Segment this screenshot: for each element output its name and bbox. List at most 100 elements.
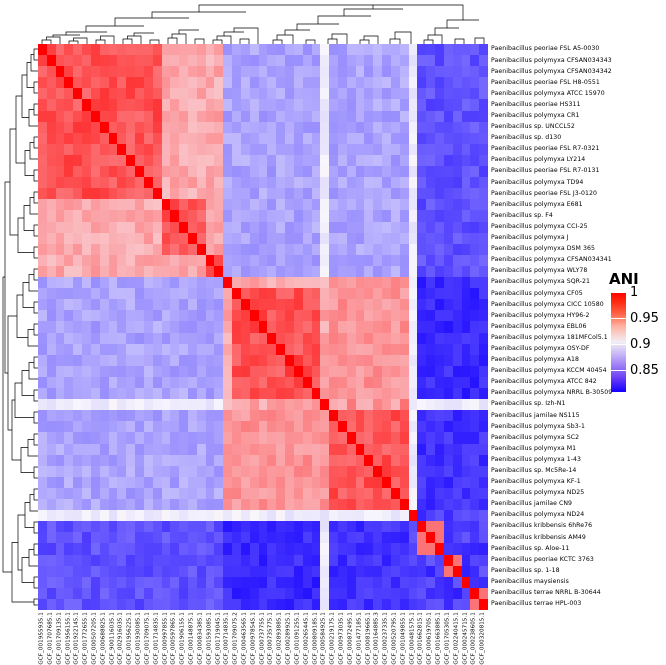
heatmap-cell [408,132,418,144]
heatmap-cell [214,177,224,189]
heatmap-cell [417,154,427,167]
heatmap-cell [196,376,206,389]
heatmap-cell [337,321,347,333]
heatmap-cell [99,265,109,278]
heatmap-cell [408,77,418,89]
heatmap-cell [390,565,400,577]
heatmap-cell [399,532,409,544]
heatmap-cell [470,410,480,422]
heatmap-cell [249,365,259,377]
heatmap-cell [443,410,453,422]
heatmap-cell [232,321,241,333]
legend-tick-mark [611,344,626,345]
heatmap-cell [214,310,224,322]
heatmap-cell [46,410,56,422]
heatmap-cell [64,454,74,466]
heatmap-cell [249,310,259,322]
heatmap-cell [267,432,277,444]
heatmap-cell [470,55,480,67]
heatmap-cell [232,343,241,355]
heatmap-cell [135,465,144,477]
heatmap-cell [117,254,127,266]
heatmap-cell [355,532,365,544]
heatmap-cell [117,299,127,311]
heatmap-cell [179,77,188,89]
heatmap-cell [108,310,118,322]
heatmap-cell [408,521,418,533]
heatmap-cell [55,454,65,466]
heatmap-cell [267,521,277,533]
heatmap-cell [461,310,471,322]
heatmap-cell [461,454,471,466]
heatmap-cell [408,121,418,133]
heatmap-cell [196,476,206,488]
heatmap-cell [461,321,471,333]
heatmap-cell [320,121,330,133]
heatmap-cell [435,166,444,178]
heatmap-cell [470,499,480,511]
heatmap-cell [170,587,180,599]
heatmap-cell [55,166,65,178]
heatmap-cell [240,388,250,400]
heatmap-cell [240,365,250,377]
column-label: GCF_000463565.1 [241,612,248,665]
row-label: Paenibacillus jamilae NS115 [491,411,580,419]
heatmap-cell [311,243,321,255]
heatmap-cell [302,399,312,411]
heatmap-cell [205,310,215,322]
heatmap-cell [417,487,427,500]
column-label: GCF_000688825.1 [100,612,107,665]
heatmap-cell [276,576,286,588]
heatmap-cell [276,432,286,444]
heatmap-cell [187,487,197,500]
row-label: Paenibacillus polymyxa OSY-DF [491,344,590,352]
row-label: Paenibacillus polymyxa DSM 365 [491,245,595,253]
heatmap-cell [426,177,436,189]
heatmap-cell [470,188,480,200]
heatmap-cell [205,332,215,344]
heatmap-cell [452,188,462,200]
heatmap-cell [117,277,127,289]
heatmap-cell [435,565,444,577]
heatmap-cell [223,454,233,466]
heatmap-cell [152,110,162,122]
heatmap-cell [364,55,374,67]
heatmap-cell [276,299,286,311]
row-label: Paenibacillus polymyxa WLY78 [491,267,588,275]
heatmap-cell [46,332,56,344]
heatmap-cell [249,521,259,533]
heatmap-cell [196,521,206,533]
heatmap-cell [90,66,100,78]
heatmap-cell [390,499,400,511]
heatmap-cell [46,232,56,244]
heatmap-cell [179,88,188,100]
heatmap-cell [82,532,91,544]
heatmap-cell [73,388,83,400]
heatmap-cell [240,110,250,122]
heatmap-cell [73,77,83,89]
heatmap-cell [470,243,480,255]
heatmap-cell [470,265,480,278]
heatmap-cell [364,199,374,211]
heatmap-cell [426,232,436,244]
heatmap-cell [135,254,144,266]
heatmap-cell [73,188,83,200]
heatmap-cell [214,554,224,566]
heatmap-cell [373,121,383,133]
heatmap-cell [214,332,224,344]
heatmap-cell [452,487,462,500]
heatmap-cell [479,510,488,522]
heatmap-cell [82,365,91,377]
heatmap-cell [90,210,100,222]
heatmap-cell [267,99,277,111]
heatmap-cell [355,221,365,233]
heatmap-cell [470,521,480,533]
heatmap-cell [364,121,374,133]
heatmap-cell [46,365,56,377]
heatmap-cell [390,332,400,344]
heatmap-cell [285,143,294,155]
heatmap-cell [99,154,109,167]
heatmap-cell [108,154,118,167]
heatmap-cell [82,143,91,155]
heatmap-cell [99,321,109,333]
